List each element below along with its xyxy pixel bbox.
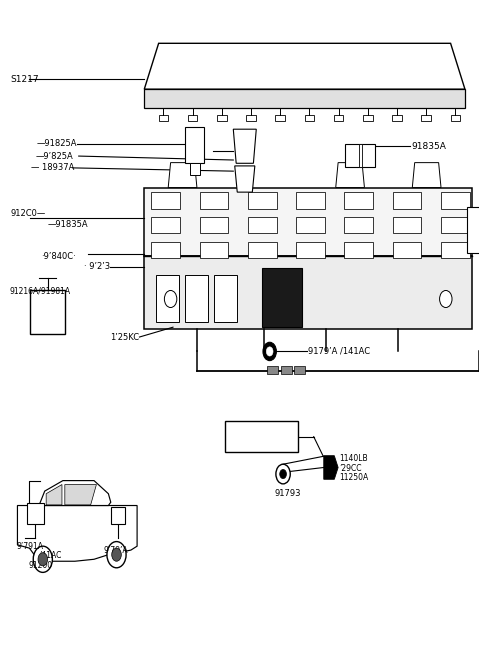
Polygon shape (262, 268, 302, 327)
Polygon shape (392, 116, 402, 121)
Text: ’29CC: ’29CC (339, 464, 361, 472)
Polygon shape (248, 217, 276, 233)
Text: 91793: 91793 (275, 489, 301, 498)
Polygon shape (441, 217, 470, 233)
Polygon shape (111, 507, 125, 524)
Polygon shape (345, 217, 373, 233)
Circle shape (266, 347, 273, 356)
Polygon shape (188, 116, 197, 121)
Polygon shape (168, 163, 197, 187)
Polygon shape (214, 275, 237, 322)
Text: · 9’2’3: · 9’2’3 (84, 262, 110, 271)
Polygon shape (144, 256, 472, 328)
Text: ·9’840C·: ·9’840C· (41, 252, 76, 261)
Polygon shape (26, 503, 44, 524)
Polygon shape (39, 481, 111, 505)
Polygon shape (158, 116, 168, 121)
Polygon shape (276, 116, 285, 121)
Text: 91216A/91981A: 91216A/91981A (9, 286, 71, 296)
Polygon shape (217, 116, 227, 121)
Polygon shape (393, 242, 421, 258)
Polygon shape (233, 129, 256, 164)
Text: S1217: S1217 (10, 75, 39, 84)
Polygon shape (296, 217, 325, 233)
Circle shape (107, 541, 126, 568)
Polygon shape (156, 275, 179, 322)
Polygon shape (345, 193, 373, 209)
Polygon shape (200, 242, 228, 258)
Text: 9179’A /141AC: 9179’A /141AC (309, 347, 371, 356)
Polygon shape (441, 193, 470, 209)
Polygon shape (359, 144, 361, 168)
Polygon shape (248, 193, 276, 209)
Polygon shape (190, 163, 200, 175)
Circle shape (38, 553, 48, 566)
Text: — 18937A: — 18937A (31, 164, 74, 172)
Text: 9’791A: 9’791A (16, 541, 43, 551)
Text: 1’25KC: 1’25KC (110, 332, 139, 342)
Polygon shape (421, 116, 431, 121)
Polygon shape (296, 242, 325, 258)
Polygon shape (248, 242, 276, 258)
Polygon shape (281, 366, 292, 374)
Polygon shape (65, 484, 96, 505)
Text: 9’79’A: 9’79’A (104, 545, 128, 555)
Polygon shape (363, 116, 372, 121)
Polygon shape (294, 366, 305, 374)
Polygon shape (345, 242, 373, 258)
Polygon shape (17, 505, 137, 561)
Text: 11250A: 11250A (339, 474, 368, 482)
Polygon shape (144, 89, 465, 108)
Polygon shape (200, 193, 228, 209)
Polygon shape (324, 456, 338, 480)
Text: —91825A: —91825A (36, 139, 77, 148)
Polygon shape (393, 193, 421, 209)
Polygon shape (46, 484, 62, 505)
Polygon shape (296, 193, 325, 209)
Text: 1140LB: 1140LB (339, 454, 368, 463)
Polygon shape (144, 43, 465, 89)
Polygon shape (334, 116, 343, 121)
Text: —91835A: —91835A (48, 219, 88, 229)
Polygon shape (185, 127, 204, 163)
Circle shape (164, 290, 177, 307)
Polygon shape (441, 242, 470, 258)
Polygon shape (144, 187, 472, 256)
Text: —9’825A: —9’825A (35, 152, 73, 160)
Circle shape (440, 290, 452, 307)
Polygon shape (185, 275, 208, 322)
Circle shape (112, 548, 121, 561)
Polygon shape (305, 116, 314, 121)
Text: ’41AC: ’41AC (39, 551, 61, 560)
Polygon shape (468, 207, 480, 253)
Polygon shape (152, 193, 180, 209)
Polygon shape (200, 217, 228, 233)
Polygon shape (393, 217, 421, 233)
Polygon shape (336, 163, 364, 187)
Polygon shape (30, 290, 65, 334)
Circle shape (33, 546, 52, 572)
Polygon shape (246, 116, 256, 121)
FancyBboxPatch shape (225, 421, 299, 453)
Circle shape (280, 470, 287, 479)
Text: GENERATOR: GENERATOR (231, 432, 292, 442)
Polygon shape (345, 144, 375, 168)
Circle shape (276, 464, 290, 484)
Polygon shape (451, 116, 460, 121)
Text: 91200: 91200 (28, 561, 53, 570)
Polygon shape (152, 217, 180, 233)
Polygon shape (235, 166, 255, 192)
Text: 912C0—: 912C0— (10, 209, 46, 217)
Text: 91835A: 91835A (411, 142, 446, 150)
Polygon shape (152, 242, 180, 258)
Circle shape (263, 342, 276, 361)
Polygon shape (412, 163, 441, 187)
Polygon shape (267, 366, 278, 374)
